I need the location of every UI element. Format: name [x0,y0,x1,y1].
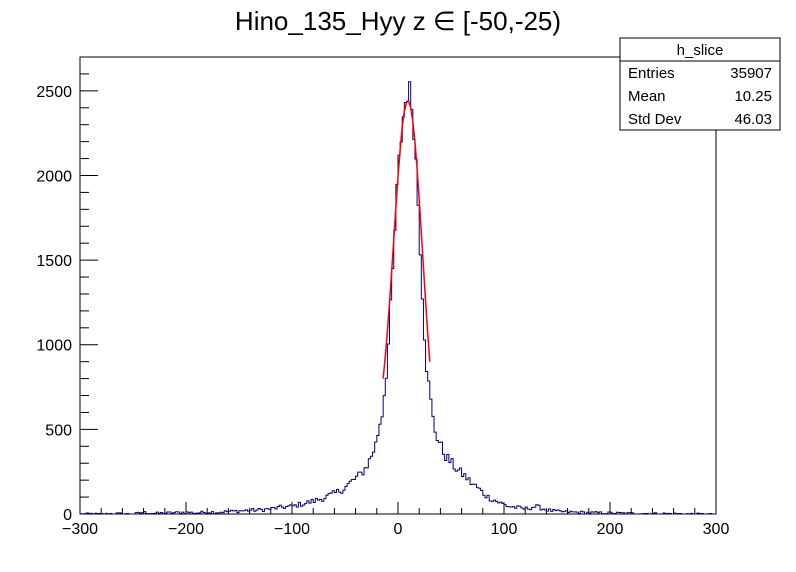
stats-label-mean: Mean [628,88,666,105]
stats-value-mean: 10.25 [734,88,772,105]
x-tick-label: 200 [597,521,624,538]
x-tick-label: −300 [62,521,98,538]
y-tick-label: 0 [63,507,72,524]
histogram-series [79,81,716,515]
stats-value-std-dev: 46.03 [734,111,772,128]
x-tick-label: 100 [491,521,518,538]
y-tick-label: 500 [45,422,72,439]
stats-frame [619,37,781,131]
x-tick-label: 0 [394,521,403,538]
stats-box-title: h_slice [677,42,724,59]
stats-label-std-dev: Std Dev [628,111,682,128]
y-tick-label: 1000 [36,338,72,355]
y-tick-label: 1500 [36,253,72,270]
x-tick-label: −100 [274,521,310,538]
y-axis: 0 500 1000 1500 2000 2500 [36,73,98,524]
stats-label-entries: Entries [628,65,675,82]
y-tick-label: 2500 [36,84,72,101]
stats-value-entries: 35907 [730,65,772,82]
x-tick-label: −200 [168,521,204,538]
x-tick-label: 300 [703,521,730,538]
x-axis: −300 −200 −100 0 100 200 300 [62,502,729,538]
fit-curve [382,99,431,379]
stats-box: h_slice Entries 35907 Mean 10.25 Std Dev… [619,37,781,131]
chart-title: Hino_135_Hyy z ∈ [-50,-25) [235,6,561,36]
y-tick-label: 2000 [36,168,72,185]
